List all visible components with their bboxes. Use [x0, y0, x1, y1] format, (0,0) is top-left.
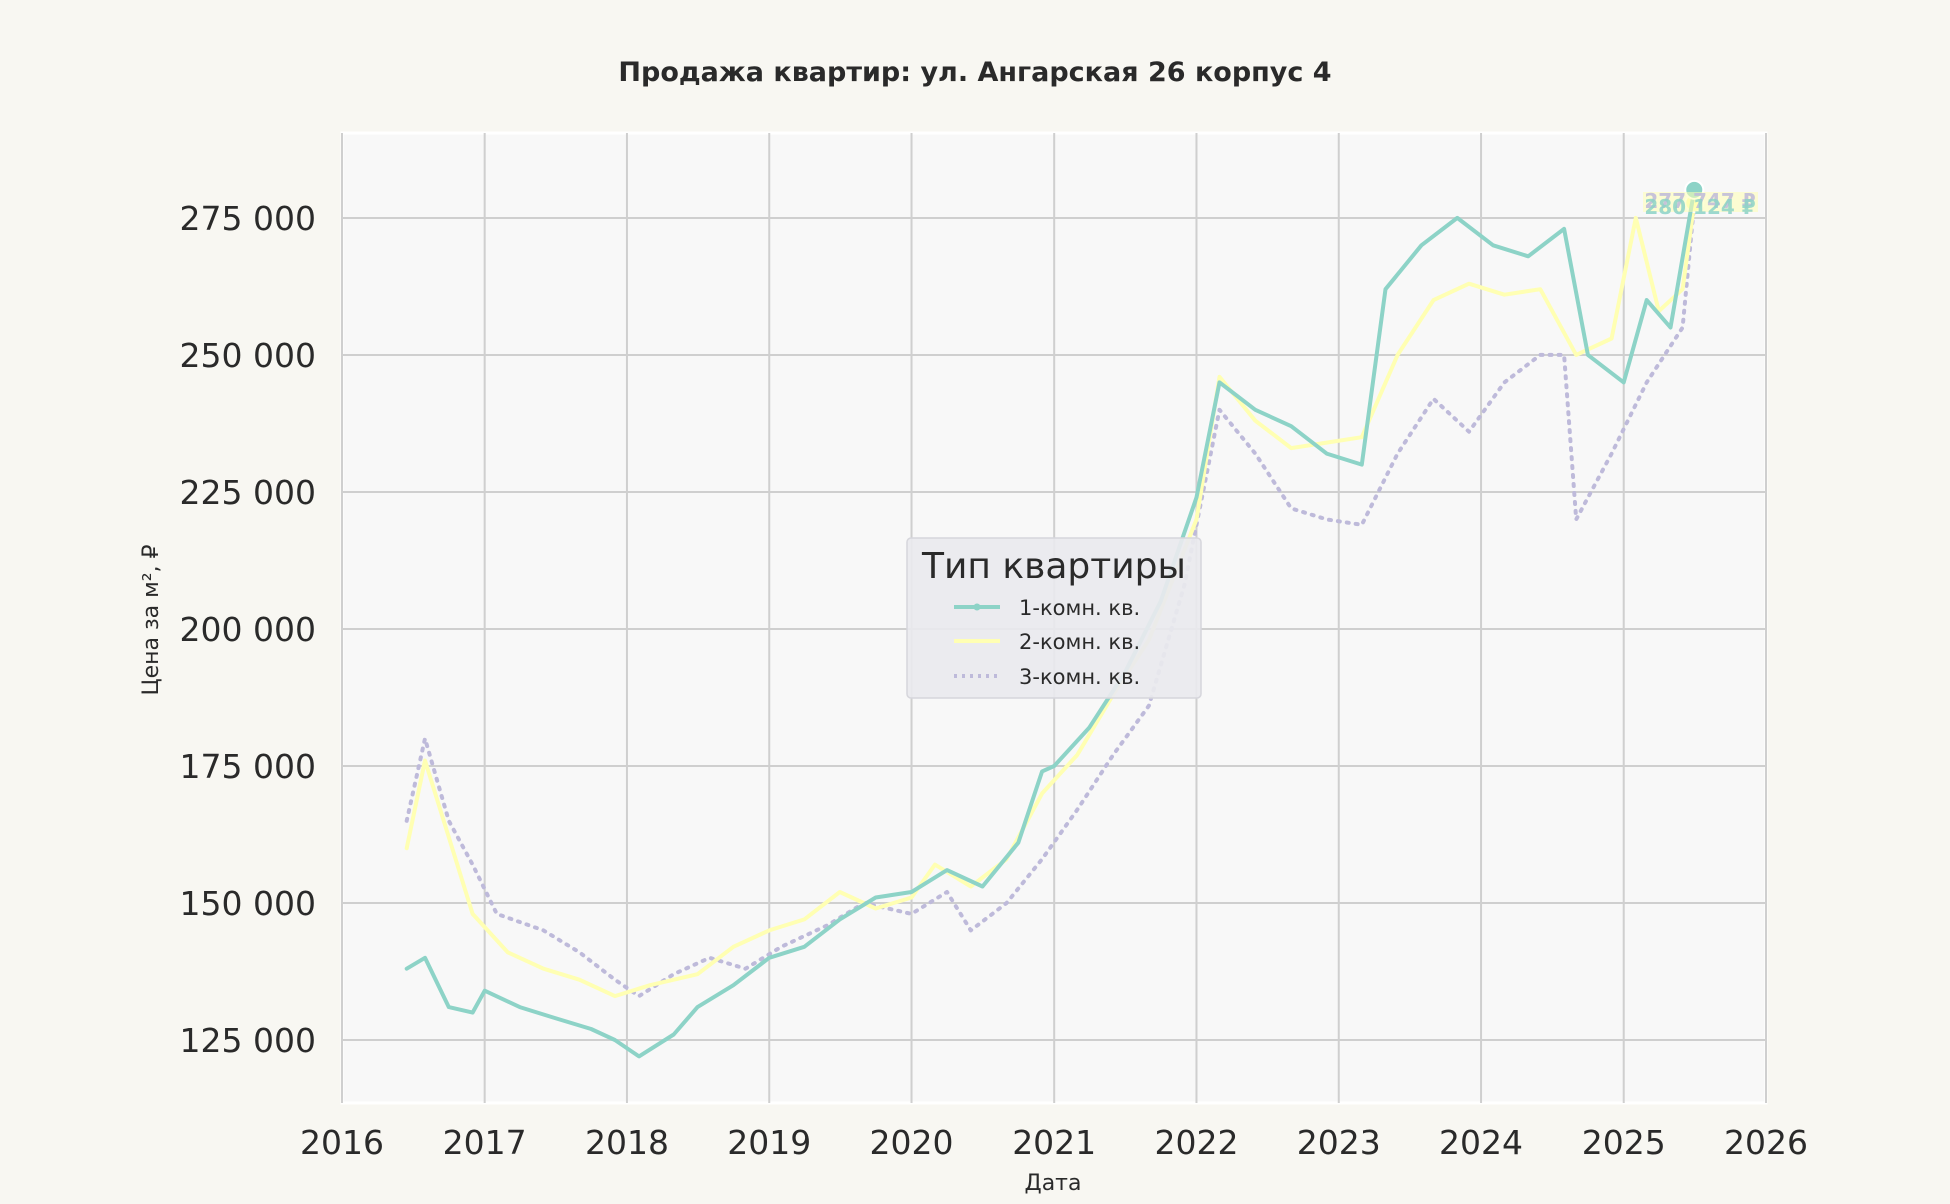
y-tick-label: 125 000 — [180, 1021, 316, 1060]
y-tick-label: 150 000 — [180, 884, 316, 923]
x-tick-labels: 2016 2017 2018 2019 2020 2021 2022 2023 2024 2025… — [300, 1123, 1808, 1162]
legend-label-1room: 1-комн. кв. — [1019, 596, 1140, 620]
y-tick-label: 175 000 — [180, 747, 316, 786]
grid-lines — [341, 133, 1767, 1103]
x-tick-label: 2021 — [1012, 1123, 1096, 1162]
x-tick-label: 2017 — [443, 1123, 527, 1162]
end-labels: 277 747 ₽ 280 124 ₽ — [1643, 189, 1758, 219]
y-tick-label: 225 000 — [180, 473, 316, 512]
series-line-3room — [404, 200, 1697, 999]
legend: Тип квартиры 1-комн. кв. 2-комн. кв. 3-к… — [906, 537, 1202, 699]
x-tick-label: 2016 — [300, 1123, 384, 1162]
end-label-1room: 280 124 ₽ — [1644, 195, 1755, 219]
x-tick-label: 2023 — [1297, 1123, 1381, 1162]
y-tick-label: 275 000 — [180, 199, 316, 238]
x-tick-label: 2025 — [1582, 1123, 1666, 1162]
x-tick-label: 2026 — [1724, 1123, 1808, 1162]
chart-title: Продажа квартир: ул. Ангарская 26 корпус… — [618, 57, 1331, 88]
legend-label-2room: 2-комн. кв. — [1019, 630, 1140, 654]
x-tick-label: 2018 — [585, 1123, 669, 1162]
series-line-1room — [404, 187, 1697, 1059]
x-tick-label: 2019 — [727, 1123, 811, 1162]
x-tick-label: 2020 — [870, 1123, 954, 1162]
x-tick-label: 2022 — [1154, 1123, 1238, 1162]
y-tick-label: 200 000 — [180, 610, 316, 649]
legend-box — [906, 537, 1202, 699]
x-tick-label: 2024 — [1439, 1123, 1523, 1162]
y-axis-label: Цена за м², ₽ — [139, 544, 164, 695]
legend-label-3room: 3-комн. кв. — [1019, 665, 1140, 689]
series-line-2room — [404, 200, 1697, 999]
x-axis-label: Дата — [1025, 1171, 1082, 1196]
end-label-background — [1643, 192, 1758, 212]
y-tick-labels: 125 000 150 000 175 000 200 000 225 000 250 0… — [180, 199, 316, 1060]
y-tick-label: 250 000 — [180, 336, 316, 375]
end-label-2room: 277 747 ₽ — [1644, 189, 1755, 213]
legend-marker-1room — [973, 603, 981, 611]
legend-title: Тип квартиры — [921, 546, 1186, 587]
